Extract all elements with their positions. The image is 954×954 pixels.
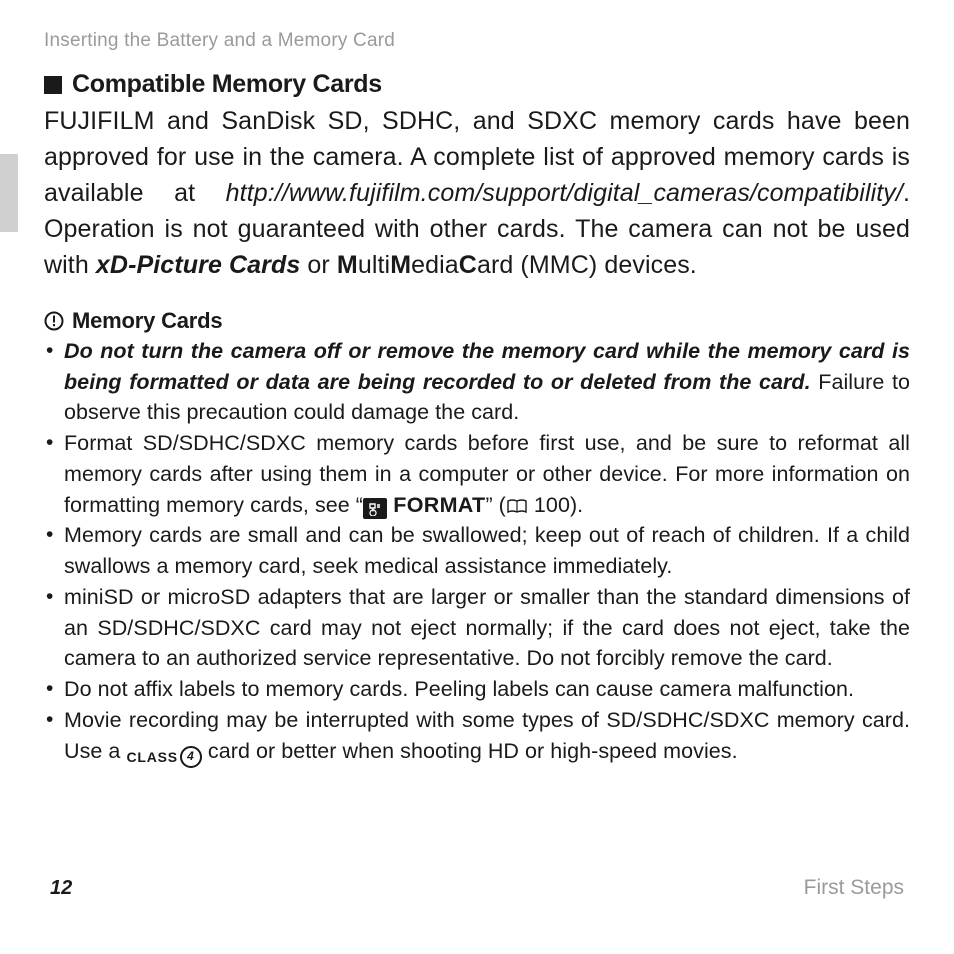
mmc-m: M: [390, 251, 411, 279]
sd-class-icon: CLASS4: [126, 746, 201, 768]
manual-page: Inserting the Battery and a Memory Card …: [0, 0, 954, 954]
mmc-c: C: [459, 251, 477, 279]
format-keyword: FORMAT: [387, 493, 485, 517]
body-text: miniSD or microSD adapters that are larg…: [64, 585, 910, 670]
mmc-m: M: [337, 251, 358, 279]
list-item: miniSD or microSD adapters that are larg…: [44, 582, 910, 674]
class-text: CLASS: [126, 747, 177, 767]
list-item: Memory cards are small and can be swallo…: [44, 520, 910, 581]
caution-list: Do not turn the camera off or remove the…: [44, 336, 910, 768]
side-tab: [0, 154, 18, 232]
list-item: Format SD/SDHC/SDXC memory cards before …: [44, 428, 910, 520]
emphasis-text: Do not turn the camera off or remove the…: [64, 339, 910, 394]
body-text: Do not affix labels to memory cards. Pee…: [64, 677, 854, 701]
xd-cards: xD-Picture Cards: [96, 251, 300, 279]
class-number: 4: [180, 746, 202, 768]
list-item: Movie recording may be interrupted with …: [44, 705, 910, 768]
body-text: ” (: [485, 493, 505, 517]
caution-label: Memory Cards: [72, 308, 222, 334]
heading-text: Compatible Memory Cards: [72, 70, 382, 99]
footer-section: First Steps: [804, 876, 904, 900]
compatibility-url: http://www.fujifilm.com/support/digital_…: [226, 179, 903, 207]
square-bullet-icon: [44, 76, 62, 94]
mmc-text: edia: [411, 251, 459, 279]
mmc-text: ard (MMC) devices.: [477, 251, 697, 279]
page-ref-icon: [506, 499, 528, 515]
running-header: Inserting the Battery and a Memory Card: [44, 30, 910, 52]
body-text: card or better when shooting HD or high-…: [202, 739, 738, 763]
page-footer: 12 First Steps: [0, 876, 954, 900]
caution-heading: Memory Cards: [44, 308, 910, 334]
body-text: Memory cards are small and can be swallo…: [64, 523, 910, 578]
intro-paragraph: FUJIFILM and SanDisk SD, SDHC, and SDXC …: [44, 103, 910, 283]
list-item: Do not affix labels to memory cards. Pee…: [44, 674, 910, 705]
body-text: or: [300, 251, 337, 279]
page-number: 12: [50, 877, 72, 900]
setup-menu-icon: [363, 498, 387, 519]
page-ref: 100).: [528, 493, 583, 517]
caution-icon: [44, 311, 64, 331]
section-heading: Compatible Memory Cards: [44, 70, 910, 99]
mmc-text: ulti: [358, 251, 390, 279]
list-item: Do not turn the camera off or remove the…: [44, 336, 910, 428]
